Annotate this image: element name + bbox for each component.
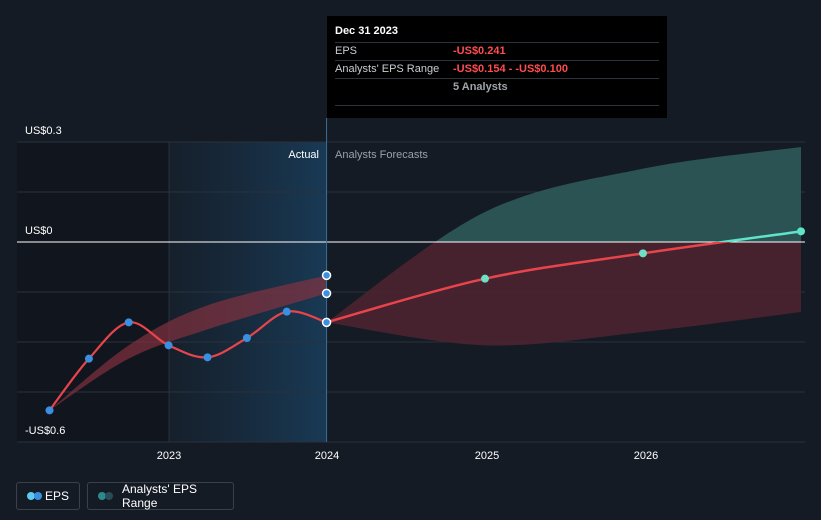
x-tick-2023: 2023 <box>157 450 181 462</box>
x-tick-2024: 2024 <box>315 450 339 462</box>
eps-point <box>203 353 212 362</box>
forecast-line-positive <box>713 230 802 242</box>
tooltip-value: 5 Analysts <box>453 81 508 93</box>
tooltip: Dec 31 2023 EPS -US$0.241 Analysts' EPS … <box>327 16 667 118</box>
tooltip-value: -US$0.241 <box>453 45 506 57</box>
y-label-zero: US$0 <box>25 225 53 237</box>
eps-point <box>124 318 133 327</box>
range-layer <box>49 147 801 411</box>
eps-point <box>164 341 173 350</box>
tooltip-key: Analysts' EPS Range <box>335 63 440 75</box>
eps-point <box>45 406 54 415</box>
x-tick-2026: 2026 <box>634 450 658 462</box>
y-label-top: US$0.3 <box>25 125 62 137</box>
forecast-point <box>797 227 805 236</box>
tooltip-key <box>335 79 453 105</box>
actual-label: Actual <box>288 149 319 161</box>
y-label-bottom: -US$0.6 <box>25 425 65 437</box>
forecast-range-negative <box>326 242 801 346</box>
forecast-label: Analysts Forecasts <box>335 149 428 161</box>
legend-range-button[interactable]: Analysts' EPS Range <box>87 482 234 510</box>
legend-range-label: Analysts' EPS Range <box>122 482 197 510</box>
marker-layer <box>45 227 805 415</box>
tooltip-row-eps: EPS -US$0.241 <box>335 43 659 61</box>
past-range-band <box>49 275 327 411</box>
highlight-point <box>321 317 332 328</box>
eps-point <box>84 354 93 363</box>
x-tick-2025: 2025 <box>475 450 499 462</box>
forecast-range-positive <box>434 147 801 242</box>
range-legend-icon <box>98 491 114 501</box>
tooltip-row-analysts: 5 Analysts <box>335 79 659 106</box>
legend-eps-button[interactable]: EPS <box>16 482 80 510</box>
forecast-point <box>481 274 489 283</box>
forecast-line-negative <box>326 242 732 324</box>
eps-point <box>242 334 251 342</box>
legend-eps-label: EPS <box>44 489 69 503</box>
forecast-point <box>639 249 647 258</box>
tooltip-row-range: Analysts' EPS Range -US$0.154 - -US$0.10… <box>335 61 659 79</box>
eps-legend-icon <box>27 491 42 501</box>
eps-point <box>282 307 291 316</box>
highlight-point <box>321 270 332 281</box>
tooltip-value: -US$0.154 - -US$0.100 <box>453 63 568 75</box>
tooltip-key: EPS <box>335 45 358 57</box>
highlight-point <box>321 288 332 299</box>
tooltip-date: Dec 31 2023 <box>335 24 659 43</box>
